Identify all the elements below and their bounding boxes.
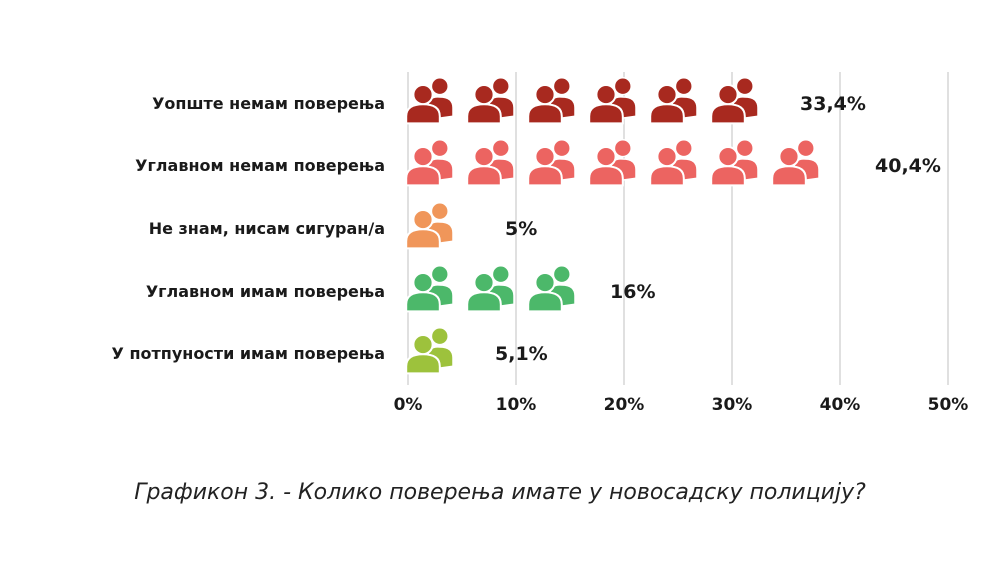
people-icon xyxy=(588,77,637,125)
people-icon xyxy=(588,139,637,187)
people-icon xyxy=(466,77,515,125)
people-icon xyxy=(405,139,454,187)
x-tick-label: 40% xyxy=(820,395,861,415)
people-icon xyxy=(710,139,759,187)
people-icon xyxy=(405,265,454,313)
category-label: Углавном имам поверења xyxy=(146,282,385,301)
people-icon xyxy=(405,202,454,250)
value-label: 16% xyxy=(610,281,655,303)
x-tick-label: 30% xyxy=(712,395,753,415)
people-icon xyxy=(649,77,698,125)
category-label: Углавном немам поверења xyxy=(135,156,385,175)
value-label: 5% xyxy=(505,218,537,240)
people-icon xyxy=(405,77,454,125)
x-tick-label: 50% xyxy=(928,395,969,415)
value-label: 5,1% xyxy=(495,343,548,365)
category-label: Уопште немам поверења xyxy=(152,94,385,113)
category-label: У потпуности имам поверења xyxy=(112,344,385,363)
people-icon xyxy=(527,77,576,125)
x-tick-label: 20% xyxy=(604,395,645,415)
chart-caption: Графикон 3. - Колико поверења имате у но… xyxy=(134,480,866,505)
people-icon xyxy=(466,265,515,313)
people-icon xyxy=(710,77,759,125)
people-icon xyxy=(405,327,454,375)
people-icon xyxy=(771,139,820,187)
x-tick-label: 10% xyxy=(496,395,537,415)
value-label: 40,4% xyxy=(875,155,941,177)
category-label: Не знам, нисам сигуран/а xyxy=(149,219,385,238)
people-icon xyxy=(527,139,576,187)
people-icon xyxy=(649,139,698,187)
people-icon xyxy=(527,265,576,313)
people-icon xyxy=(466,139,515,187)
value-label: 33,4% xyxy=(800,93,866,115)
x-tick-label: 0% xyxy=(394,395,423,415)
